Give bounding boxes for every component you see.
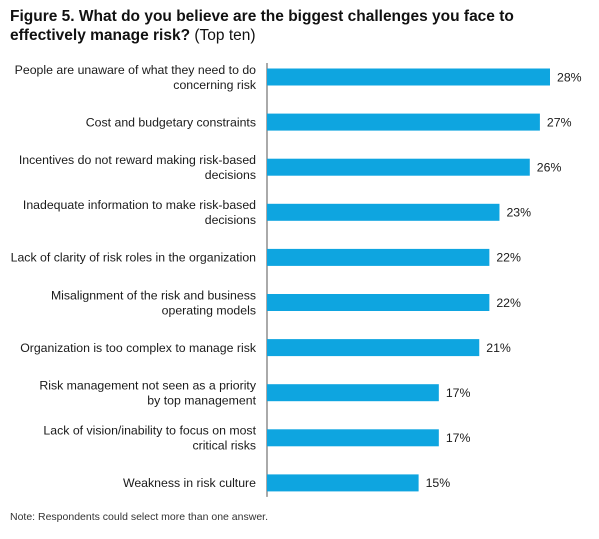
category-label: Inadequate information to make risk-base… xyxy=(23,198,256,212)
data-label: 21% xyxy=(486,341,511,355)
bar xyxy=(267,384,439,402)
bar xyxy=(267,113,540,131)
category-label: Risk management not seen as a priority xyxy=(39,379,257,393)
chart-title-suffix: (Top ten) xyxy=(194,27,256,44)
bar xyxy=(267,294,490,311)
category-label: Lack of clarity of risk roles in the org… xyxy=(11,251,257,265)
data-label: 27% xyxy=(547,115,572,129)
bar-chart: 28% People are unaware of what they need … xyxy=(11,63,582,497)
data-label: 22% xyxy=(496,251,521,265)
category-label: Incentives do not reward making risk-bas… xyxy=(19,153,256,167)
data-label: 15% xyxy=(426,476,451,490)
category-label: critical risks xyxy=(192,439,256,453)
bar xyxy=(267,68,550,86)
bar xyxy=(267,474,419,492)
bar xyxy=(267,203,500,221)
category-label: concerning risk xyxy=(173,78,257,92)
data-label: 23% xyxy=(506,206,531,220)
data-label: 28% xyxy=(557,70,582,84)
bar xyxy=(267,158,530,176)
chart-note: Note: Respondents could select more than… xyxy=(10,511,268,523)
bar xyxy=(267,339,480,357)
chart-title-main: Figure 5. What do you believe are the bi… xyxy=(10,8,514,44)
category-label: Organization is too complex to manage ri… xyxy=(20,341,257,355)
category-label: Misalignment of the risk and business xyxy=(51,288,256,302)
data-label: 22% xyxy=(496,296,521,310)
category-label: by top management xyxy=(147,394,256,408)
data-label: 17% xyxy=(446,386,471,400)
data-label: 17% xyxy=(446,431,471,445)
bar xyxy=(267,429,439,447)
category-label: decisions xyxy=(205,168,256,182)
category-label: Cost and budgetary constraints xyxy=(86,115,256,129)
category-label: Lack of vision/inability to focus on mos… xyxy=(43,424,256,438)
chart-title: Figure 5. What do you believe are the bi… xyxy=(10,7,590,45)
category-label: decisions xyxy=(205,213,256,227)
bar xyxy=(267,248,490,266)
category-label: People are unaware of what they need to … xyxy=(15,63,256,77)
category-label: operating models xyxy=(162,303,256,317)
data-label: 26% xyxy=(537,161,562,175)
category-label: Weakness in risk culture xyxy=(123,476,256,490)
